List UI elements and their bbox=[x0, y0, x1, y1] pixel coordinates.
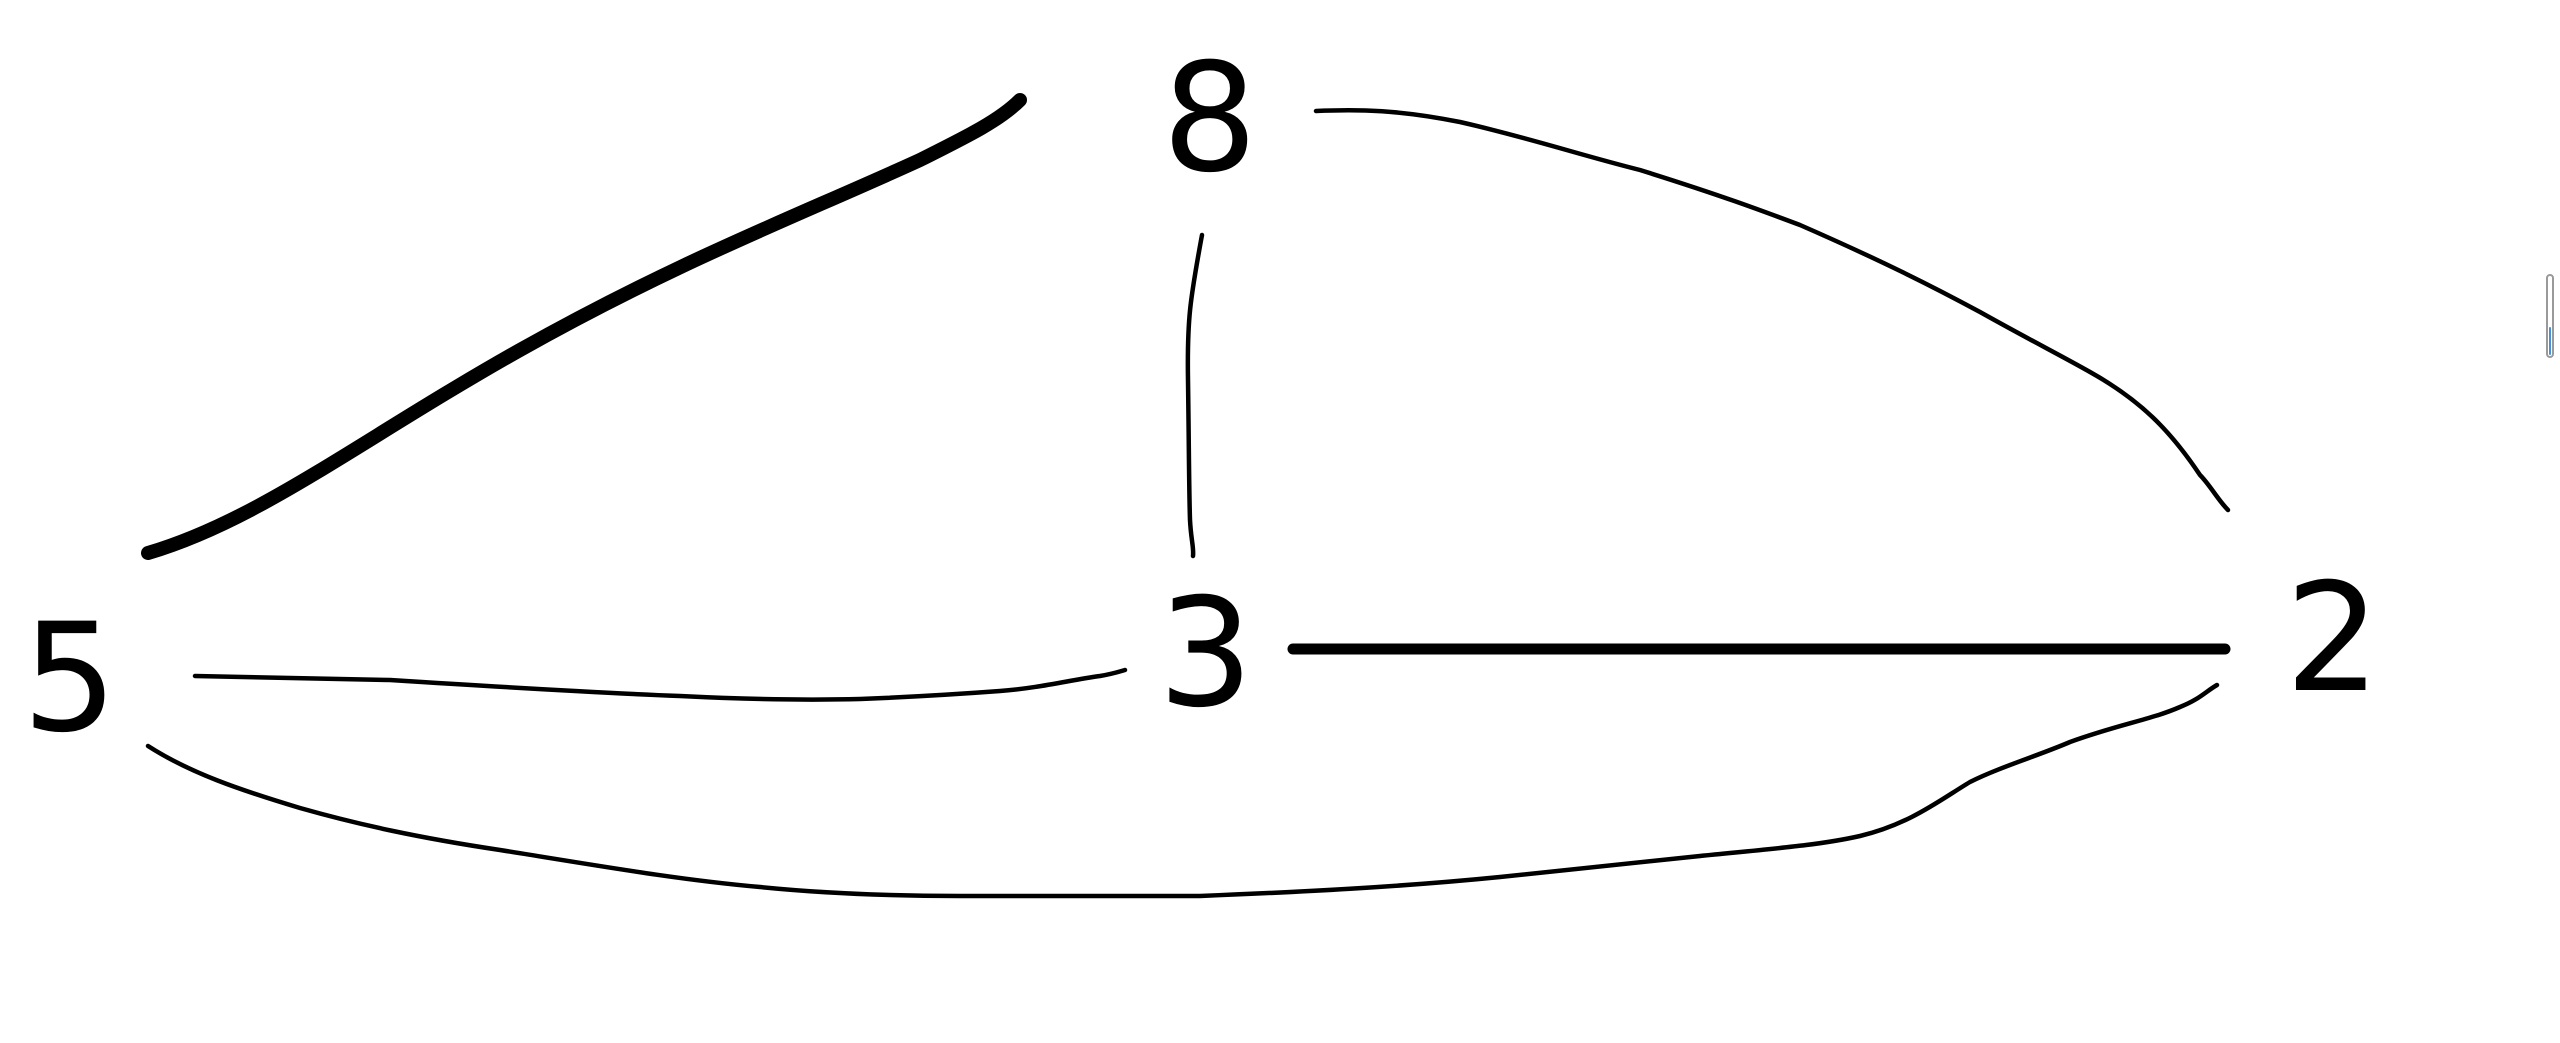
zoom-slider[interactable] bbox=[2546, 274, 2554, 358]
node-3: 3 bbox=[1158, 567, 1253, 741]
node-5: 5 bbox=[22, 592, 117, 766]
zoom-slider-fill bbox=[2549, 327, 2551, 355]
edge-8-2 bbox=[1313, 107, 2231, 513]
edge-8-3 bbox=[1185, 232, 1205, 559]
edge-5-8 bbox=[141, 93, 1027, 560]
node-2: 2 bbox=[2285, 552, 2380, 726]
node-8: 8 bbox=[1162, 32, 1257, 206]
edge-5-2 bbox=[145, 682, 2220, 899]
edge-5-3 bbox=[192, 667, 1128, 702]
